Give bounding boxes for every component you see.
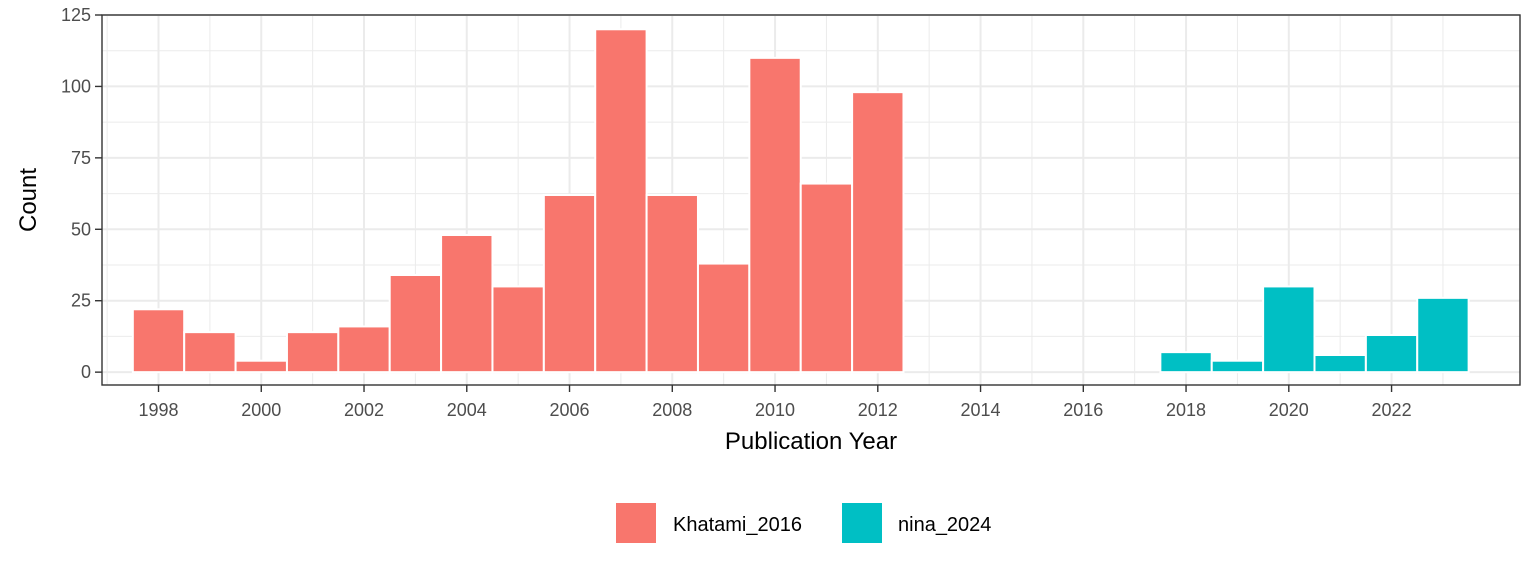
y-tick-label: 0 [81, 362, 91, 382]
x-tick-label: 2002 [344, 400, 384, 420]
bar [234, 359, 288, 374]
x-tick-label: 2018 [1166, 400, 1206, 420]
legend-label: nina_2024 [898, 514, 991, 536]
bar [131, 308, 186, 374]
bar [542, 194, 597, 374]
y-tick-label: 125 [61, 5, 91, 25]
y-tick-label: 50 [71, 219, 91, 239]
bar [285, 331, 340, 374]
x-tick-label: 2022 [1372, 400, 1412, 420]
x-tick-label: 2014 [961, 400, 1001, 420]
bar [183, 331, 237, 374]
legend-swatch [842, 503, 882, 543]
bar [645, 194, 699, 374]
bar [748, 56, 802, 374]
bar [337, 325, 391, 374]
bar [1210, 359, 1265, 374]
legend-swatch [616, 503, 656, 543]
y-tick-label: 100 [61, 76, 91, 96]
legend: Khatami_2016 nina_2024 [616, 503, 991, 543]
bar [440, 234, 494, 374]
x-tick-label: 2004 [447, 400, 487, 420]
plot-panel-border [101, 14, 1521, 386]
x-tick-label: 2000 [241, 400, 281, 420]
bar [594, 28, 648, 374]
legend-label: Khatami_2016 [673, 514, 802, 536]
x-tick-label: 2012 [858, 400, 898, 420]
bars-layer [131, 28, 1470, 374]
x-tick-label: 2016 [1063, 400, 1103, 420]
x-tick-label: 2010 [755, 400, 795, 420]
axis-ticks [95, 14, 1393, 392]
y-tick-label: 25 [71, 291, 91, 311]
tick-labels: 1998 2000 2002 2004 2006 2008 2010 2012 2014 2016… [61, 5, 1412, 420]
x-tick-label: 2020 [1269, 400, 1309, 420]
y-tick-label: 75 [71, 148, 91, 168]
bar [696, 262, 751, 374]
bar [851, 91, 905, 374]
bar [1416, 296, 1470, 374]
bar [799, 182, 854, 374]
bar [1364, 334, 1419, 374]
x-axis-title: Publication Year [725, 428, 897, 455]
bar [1262, 285, 1316, 374]
x-tick-label: 2006 [550, 400, 590, 420]
x-tick-label: 2008 [652, 400, 692, 420]
y-axis-title: Count [15, 168, 42, 232]
x-tick-label: 1998 [138, 400, 178, 420]
bar [491, 285, 545, 374]
bar [1159, 351, 1213, 374]
bar [388, 274, 443, 374]
bar [1313, 354, 1367, 374]
